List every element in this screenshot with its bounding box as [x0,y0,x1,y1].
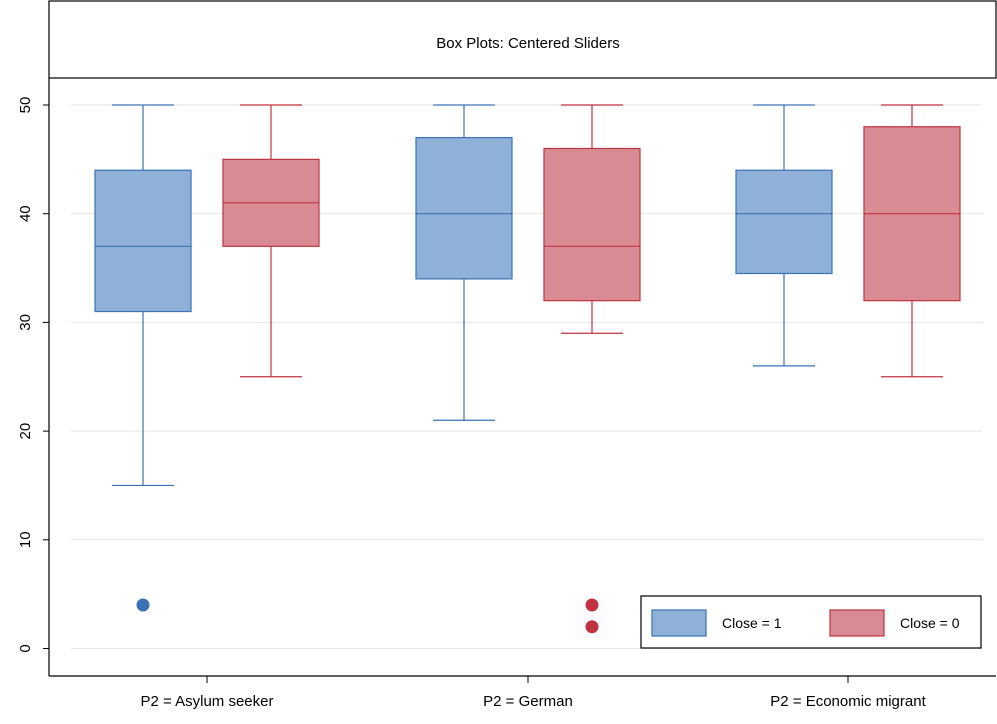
y-tick-label: 10 [17,531,34,548]
title-band [48,0,997,79]
y-tick-label: 40 [17,205,34,222]
box-group [415,104,513,421]
grid-layer [71,104,982,649]
x-tick-label: P2 = Asylum seeker [141,693,274,710]
box [543,147,641,302]
axis-layer: 0 10 20 30 40 50 P2 = Asylum seeker P2 = German… [17,78,996,710]
box-group [222,104,320,378]
box-group [735,104,833,367]
y-tick-label: 0 [17,644,34,652]
box-group [543,104,641,634]
legend-label: Close = 1 [722,615,782,631]
x-tick-label: P2 = Economic migrant [770,693,926,710]
outlier-point [585,620,599,634]
x-tick-label: P2 = German [483,693,573,710]
box [94,169,192,313]
y-tick-label: 20 [17,423,34,440]
legend: Close = 1 Close = 0 [640,595,982,649]
outlier-point [585,598,599,612]
legend-label: Close = 0 [900,615,960,631]
y-tick-label: 30 [17,314,34,331]
chart-title: Box Plots: Centered Sliders [436,35,619,52]
outlier-point [136,598,150,612]
y-tick-label: 50 [17,97,34,114]
box-group [863,104,961,378]
box [735,169,833,275]
legend-swatch [651,609,707,637]
box-layer [94,104,961,634]
legend-swatch [829,609,885,637]
box-group [94,104,192,612]
box [415,137,513,280]
